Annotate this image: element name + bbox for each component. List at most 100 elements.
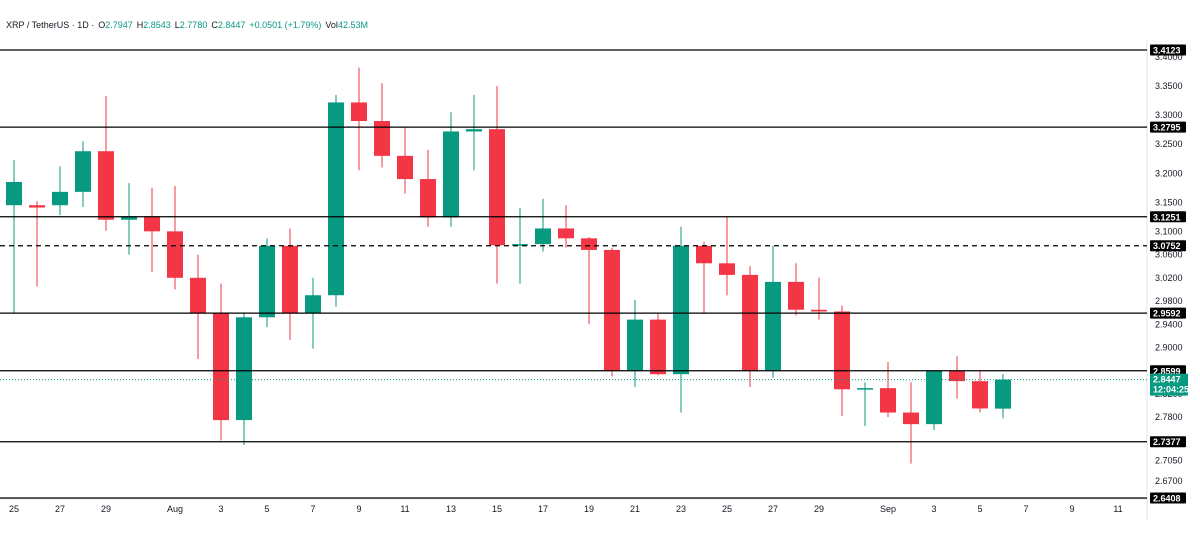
bullish-candle[interactable] <box>673 245 689 375</box>
bullish-candle[interactable] <box>6 181 22 206</box>
open-value: 2.7947 <box>105 20 133 30</box>
bearish-candle[interactable] <box>167 231 183 278</box>
high-label: H <box>136 20 144 30</box>
bearish-candle[interactable] <box>972 381 988 409</box>
bearish-candle[interactable] <box>811 309 827 312</box>
x-tick-label: Aug <box>167 504 183 514</box>
bearish-candle[interactable] <box>558 228 574 239</box>
level-price-label: 3.1251 <box>1153 212 1181 222</box>
x-tick-label: 21 <box>630 504 640 514</box>
x-tick-label: 13 <box>446 504 456 514</box>
x-tick-label: 15 <box>492 504 502 514</box>
y-tick-label: 2.9000 <box>1155 342 1183 352</box>
bearish-candle[interactable] <box>351 102 367 122</box>
bearish-candle[interactable] <box>397 155 413 180</box>
bullish-candle[interactable] <box>52 191 68 206</box>
bearish-candle[interactable] <box>604 249 620 371</box>
y-tick-label: 2.6700 <box>1155 476 1183 486</box>
close-value: 2.8447 <box>217 20 246 30</box>
level-price-badge <box>1150 121 1186 133</box>
level-price-label: 3.4123 <box>1153 46 1181 56</box>
x-tick-label: 17 <box>538 504 548 514</box>
x-tick-label: 27 <box>768 504 778 514</box>
bearish-candle[interactable] <box>880 388 896 413</box>
symbol-header: XRP / TetherUS · 1D · O2.7947 H2.8543 L2.77… <box>6 20 372 30</box>
y-tick-label: 2.9800 <box>1155 296 1183 306</box>
close-label: C <box>211 20 218 30</box>
countdown-label: 12:04:25 <box>1153 385 1189 395</box>
bullish-candle[interactable] <box>121 216 137 220</box>
bearish-candle[interactable] <box>742 274 758 371</box>
level-price-badge <box>1150 307 1186 319</box>
bearish-candle[interactable] <box>650 319 666 375</box>
x-tick-label: 29 <box>814 504 824 514</box>
bearish-candle[interactable] <box>489 129 505 246</box>
x-tick-label: 27 <box>55 504 65 514</box>
low-value: 2.7780 <box>179 20 208 30</box>
bearish-candle[interactable] <box>98 151 114 220</box>
bearish-candle[interactable] <box>213 312 229 421</box>
level-price-label: 3.2795 <box>1153 123 1181 133</box>
x-tick-label: 7 <box>310 504 315 514</box>
bearish-candle[interactable] <box>949 370 965 382</box>
bullish-candle[interactable] <box>443 131 459 218</box>
bullish-candle[interactable] <box>512 244 528 246</box>
bearish-candle[interactable] <box>581 238 597 250</box>
bullish-candle[interactable] <box>236 317 252 421</box>
y-tick-label: 2.7050 <box>1155 456 1183 466</box>
bearish-candle[interactable] <box>420 179 436 218</box>
level-price-label: 2.8599 <box>1153 366 1181 376</box>
level-price-label: 2.7377 <box>1153 437 1181 447</box>
level-price-label: 3.0752 <box>1153 241 1181 251</box>
y-tick-label: 3.0600 <box>1155 250 1183 260</box>
y-tick-label: 3.1000 <box>1155 226 1183 236</box>
level-price-badge <box>1150 436 1186 448</box>
y-tick-label: 3.3500 <box>1155 81 1183 91</box>
y-tick-label: 2.9400 <box>1155 319 1183 329</box>
bearish-candle[interactable] <box>719 263 735 275</box>
y-tick-label: 3.4000 <box>1155 52 1183 62</box>
bullish-candle[interactable] <box>535 228 551 245</box>
x-tick-label: 23 <box>676 504 686 514</box>
bearish-candle[interactable] <box>282 245 298 313</box>
level-price-badge <box>1150 492 1186 504</box>
level-price-badge <box>1150 365 1186 377</box>
bullish-candle[interactable] <box>328 102 344 296</box>
x-tick-label: 25 <box>722 504 732 514</box>
y-tick-label: 3.2500 <box>1155 139 1183 149</box>
open-label: O <box>98 20 106 30</box>
bearish-candle[interactable] <box>190 277 206 313</box>
bearish-candle[interactable] <box>788 281 804 310</box>
bullish-candle[interactable] <box>466 129 482 132</box>
volume-value: 42.53M <box>337 20 368 30</box>
bearish-candle[interactable] <box>374 121 390 156</box>
x-tick-label: 3 <box>931 504 936 514</box>
bullish-candle[interactable] <box>926 370 942 425</box>
x-tick-label: 29 <box>101 504 111 514</box>
bearish-candle[interactable] <box>903 412 919 425</box>
bearish-candle[interactable] <box>834 311 850 390</box>
level-price-badge <box>1150 44 1186 56</box>
level-price-badge <box>1150 211 1186 223</box>
x-tick-label: Sep <box>880 504 896 514</box>
x-tick-label: 25 <box>9 504 19 514</box>
bullish-candle[interactable] <box>259 245 275 318</box>
bullish-candle[interactable] <box>75 151 91 192</box>
y-tick-label: 3.1500 <box>1155 197 1183 207</box>
bullish-candle[interactable] <box>305 295 321 313</box>
current-price-label: 2.8447 <box>1153 375 1181 385</box>
change-value: +0.0501 (+1.79%) <box>249 20 322 30</box>
x-tick-label: 9 <box>356 504 361 514</box>
bearish-candle[interactable] <box>696 245 712 264</box>
low-label: L <box>174 20 180 30</box>
bullish-candle[interactable] <box>765 281 781 371</box>
bullish-candle[interactable] <box>627 319 643 371</box>
x-tick-label: 5 <box>264 504 269 514</box>
bullish-candle[interactable] <box>857 388 873 390</box>
bullish-candle[interactable] <box>995 379 1011 409</box>
bearish-candle[interactable] <box>29 205 45 208</box>
bearish-candle[interactable] <box>144 216 160 232</box>
x-tick-label: 11 <box>1113 504 1122 514</box>
x-tick-label: 9 <box>1069 504 1074 514</box>
